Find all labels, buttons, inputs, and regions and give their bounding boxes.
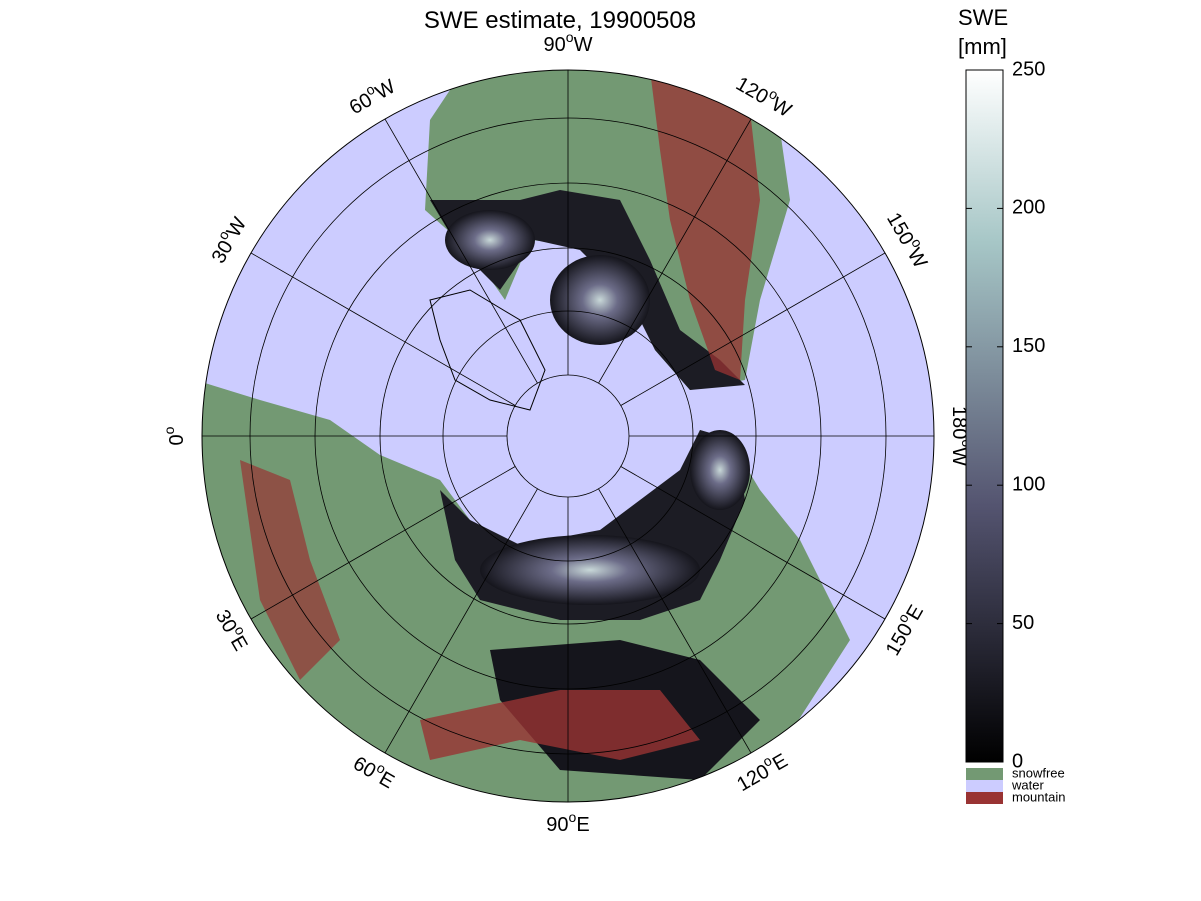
na-snow-peak (445, 210, 535, 270)
degrees: 60 (349, 753, 379, 783)
title: SWE estimate, 19900508 (424, 7, 696, 34)
longitude-label: 90oE (546, 809, 589, 837)
legend-swatch (966, 780, 1003, 792)
meridian (384, 118, 538, 384)
map-frame (201, 69, 935, 803)
colorbar-ticks: 0 50 100 150 200 250 (966, 58, 1045, 772)
europe-mountains (240, 460, 340, 680)
tick-label: 50 (1012, 612, 1034, 634)
degree-sign: o (569, 809, 577, 825)
greenland-outline (429, 289, 546, 411)
degrees: 180 (948, 406, 970, 439)
eurasia-snow-peak (690, 430, 750, 510)
meridian (620, 466, 886, 620)
meridian (620, 252, 886, 406)
degrees: 120 (732, 73, 772, 109)
meridian (250, 466, 516, 620)
tick-label: 200 (1012, 197, 1045, 219)
longitude-label: 60oW (343, 71, 399, 119)
legend-swatch (966, 768, 1003, 780)
rockies (650, 70, 760, 380)
longitude-label: 0o (161, 426, 189, 445)
degrees: 30 (208, 237, 238, 267)
longitude-label: 30oW (203, 211, 251, 267)
map (202, 70, 934, 802)
eurasia-snow-peak (480, 535, 700, 605)
hemisphere: W (948, 447, 970, 466)
tick-label: 150 (1012, 335, 1045, 357)
tick-label: 0 (1012, 750, 1023, 772)
hemisphere: E (769, 750, 792, 776)
legend-label: water (1011, 777, 1044, 792)
meridians (202, 70, 934, 802)
legend-label: mountain (1012, 789, 1065, 804)
degrees: 90 (546, 814, 568, 836)
hemisphere: E (226, 632, 252, 655)
na-snow-peak (550, 255, 650, 345)
meridian (598, 488, 752, 754)
hemisphere: W (574, 34, 593, 56)
tick-label: 100 (1012, 473, 1045, 495)
longitude-labels: 0o30oE60oE90oE120oE150oE180oW150oW120oW9… (161, 29, 976, 837)
longitude-label: 90oW (544, 29, 593, 57)
legend-label: snowfree (1012, 765, 1065, 780)
degrees: 150 (882, 620, 918, 660)
hemisphere: W (902, 245, 931, 272)
colorbar-label: [mm] (958, 34, 1007, 59)
degrees: 90 (544, 34, 566, 56)
longitude-label: 180oW (948, 406, 976, 466)
legend-swatch (966, 792, 1003, 804)
meridian (250, 252, 516, 406)
colorbar-label: SWE (958, 5, 1008, 30)
asia-mountains (420, 690, 700, 760)
degree-sign: o (566, 29, 574, 45)
colorbar (965, 69, 1004, 763)
tick-label: 250 (1012, 58, 1045, 80)
meridian (384, 488, 538, 754)
meridian (598, 118, 752, 384)
hemisphere: W (372, 76, 399, 105)
hemisphere: E (576, 814, 589, 836)
degrees: 0 (166, 434, 188, 445)
degree-sign: o (161, 426, 177, 434)
